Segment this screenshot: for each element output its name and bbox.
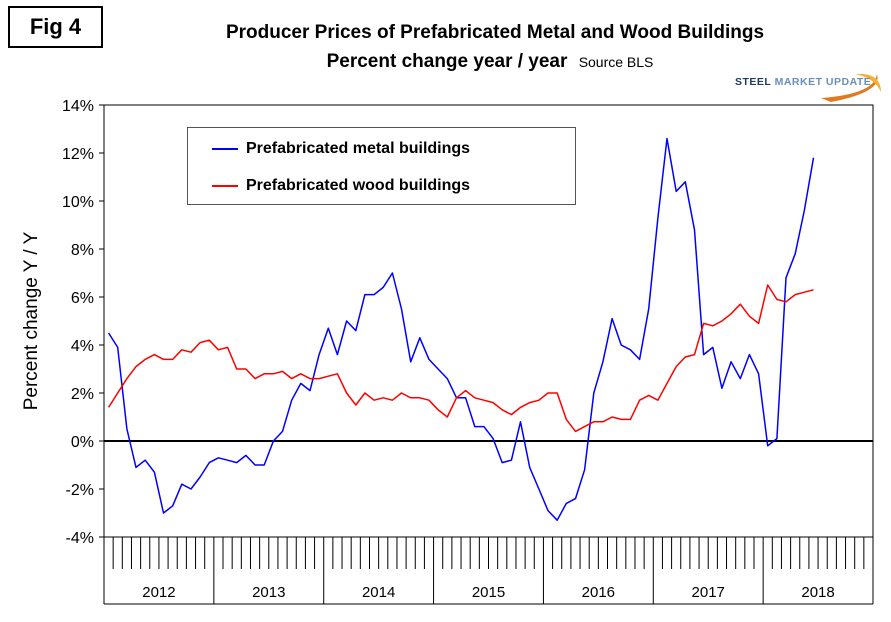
legend-item-metal: Prefabricated metal buildings: [212, 139, 470, 159]
y-tick-label: 12%: [62, 146, 94, 163]
chart-title: Producer Prices of Prefabricated Metal a…: [225, 22, 765, 43]
y-tick-label: 6%: [71, 290, 94, 307]
chart-source: Source BLS: [578, 54, 654, 70]
legend: Prefabricated metal buildings Prefabrica…: [187, 127, 576, 205]
y-tick-label: 4%: [71, 338, 94, 355]
logo-text-dark: STEEL: [735, 76, 772, 88]
logo-wordmark: STEEL MARKET UPDATE: [735, 76, 871, 88]
logo-swoosh-icon: [821, 73, 881, 102]
chart-subtitle-row: Percent change year / year Source BLS: [250, 51, 730, 73]
y-tick-label: 2%: [71, 386, 94, 403]
x-year-label: 2017: [692, 584, 725, 601]
x-year-label: 2012: [142, 584, 175, 601]
figure-label: Fig 4: [8, 6, 103, 48]
y-tick-label: 10%: [62, 194, 94, 211]
legend-swatch-metal: [212, 148, 238, 150]
legend-item-wood: Prefabricated wood buildings: [212, 176, 470, 196]
y-axis: -4% -2% 0% 2% 4% 6% 8% 10% 12% 14%: [62, 98, 104, 547]
x-year-label: 2014: [362, 584, 395, 601]
y-tick-label: 8%: [71, 242, 94, 259]
logo-text-light: MARKET UPDATE: [774, 76, 872, 88]
y-tick-label: 14%: [62, 98, 94, 115]
chart-subtitle: Percent change year / year: [326, 51, 568, 72]
x-year-label: 2013: [252, 584, 285, 601]
series-line-wood: [107, 284, 814, 433]
y-axis-label: Percent change Y / Y: [21, 231, 42, 411]
series-layer: [107, 137, 815, 521]
y-tick-label: -2%: [66, 482, 94, 499]
x-year-label: 2015: [472, 584, 505, 601]
x-year-label: 2018: [801, 584, 834, 601]
y-tick-label: -4%: [66, 530, 94, 547]
legend-label-wood: Prefabricated wood buildings: [246, 177, 471, 194]
series-line-metal: [107, 137, 815, 521]
legend-swatch-wood: [212, 185, 238, 187]
x-axis: 2012 2013 2014 2015 2016 2017 2018: [103, 537, 874, 604]
legend-label-metal: Prefabricated metal buildings: [246, 140, 471, 157]
y-tick-label: 0%: [71, 434, 94, 451]
steel-market-update-logo: STEEL MARKET UPDATE: [735, 68, 885, 104]
x-year-label: 2016: [582, 584, 615, 601]
